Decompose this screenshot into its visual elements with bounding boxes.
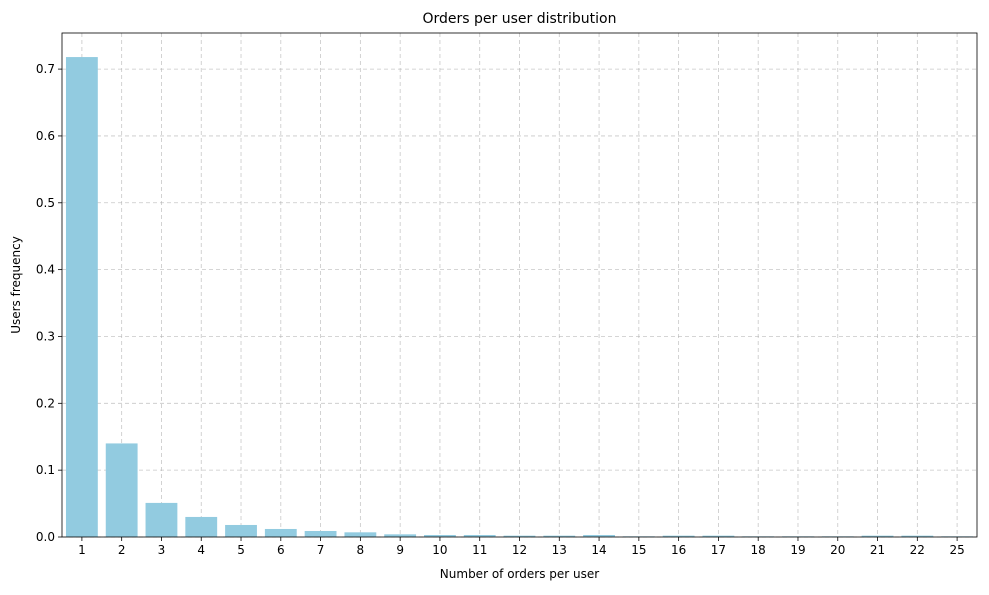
x-tick-label: 7 <box>317 543 325 557</box>
x-axis-ticks: 1 2 3 4 5 6 7 8 9 10 11 12 13 14 15 16 17 18 19 20 21 22 25 <box>78 537 965 557</box>
bar-9 <box>384 534 417 537</box>
x-tick-label: 14 <box>591 543 606 557</box>
x-tick-label: 13 <box>552 543 567 557</box>
x-tick-label: 9 <box>396 543 404 557</box>
bar-4 <box>185 516 218 537</box>
y-tick-label: 0.2 <box>36 396 55 410</box>
x-tick-label: 1 <box>78 543 86 557</box>
x-tick-label: 2 <box>118 543 126 557</box>
bar-22 <box>901 535 934 537</box>
x-tick-label: 15 <box>631 543 646 557</box>
x-tick-label: 3 <box>158 543 166 557</box>
x-tick-label: 4 <box>197 543 205 557</box>
bar-8 <box>344 532 377 537</box>
bar-11 <box>463 534 496 537</box>
bar-5 <box>225 524 257 537</box>
bar-14 <box>583 534 615 537</box>
chart-title: Orders per user distribution <box>422 11 616 27</box>
x-axis-label: Number of orders per user <box>440 567 599 581</box>
x-tick-label: 17 <box>711 543 726 557</box>
y-tick-label: 0.7 <box>36 62 55 76</box>
bar-1 <box>65 57 98 537</box>
x-tick-label: 12 <box>512 543 527 557</box>
bar-6 <box>264 528 297 537</box>
y-axis-label: Users frequency <box>9 236 23 334</box>
x-tick-label: 22 <box>910 543 925 557</box>
bar-2 <box>105 443 138 537</box>
bar-12 <box>503 535 536 537</box>
x-tick-label: 19 <box>790 543 805 557</box>
x-tick-label: 6 <box>277 543 285 557</box>
y-axis-ticks: 0.0 0.1 0.2 0.3 0.4 0.5 0.6 0.7 <box>36 62 62 544</box>
bar-7 <box>304 530 337 537</box>
y-tick-label: 0.4 <box>36 263 55 277</box>
y-tick-label: 0.3 <box>36 329 55 343</box>
y-tick-label: 0.5 <box>36 196 55 210</box>
bar-10 <box>424 534 456 537</box>
x-tick-label: 20 <box>830 543 845 557</box>
x-tick-label: 16 <box>671 543 686 557</box>
y-tick-label: 0.0 <box>36 530 55 544</box>
x-tick-label: 8 <box>357 543 365 557</box>
bar-16 <box>662 535 695 537</box>
x-tick-label: 18 <box>751 543 766 557</box>
grid <box>62 33 977 538</box>
bar-21 <box>861 535 894 537</box>
x-tick-label: 21 <box>870 543 885 557</box>
x-tick-label: 10 <box>432 543 447 557</box>
y-tick-label: 0.1 <box>36 463 55 477</box>
x-tick-label: 25 <box>949 543 964 557</box>
x-tick-label: 5 <box>237 543 245 557</box>
bar-17 <box>702 535 735 537</box>
y-tick-label: 0.6 <box>36 129 55 143</box>
bars <box>65 57 974 537</box>
bar-13 <box>543 535 576 537</box>
x-tick-label: 11 <box>472 543 487 557</box>
bar-3 <box>145 502 178 537</box>
